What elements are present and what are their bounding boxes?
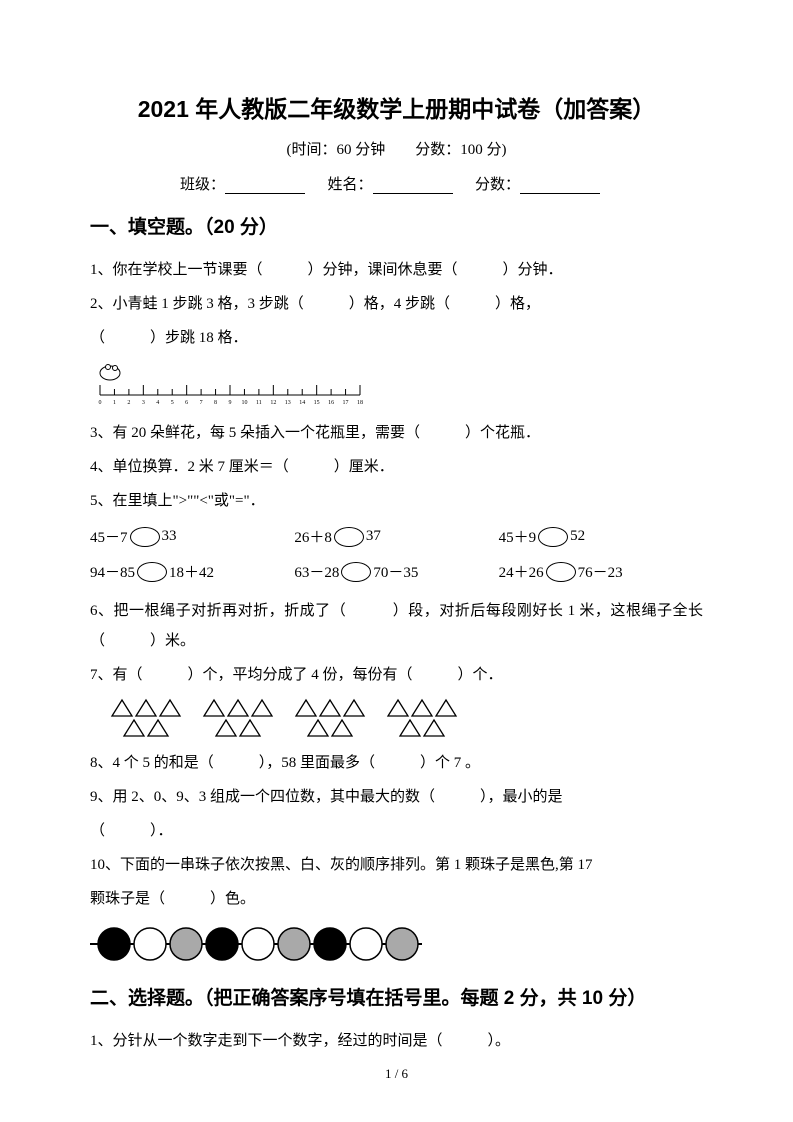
q5-cell: 63－28 70－35 — [294, 561, 498, 582]
q5-cell: 26＋8 37 — [294, 526, 498, 547]
svg-text:11: 11 — [256, 400, 262, 405]
triangle-group — [110, 698, 182, 738]
svg-text:15: 15 — [314, 400, 320, 405]
svg-text:10: 10 — [241, 400, 247, 405]
q4: 4、单位换算．2 米 7 厘米＝（ ）厘米． — [90, 452, 703, 482]
class-label: 班级： — [180, 177, 225, 193]
q2b: （ ）步跳 18 格． — [90, 323, 703, 353]
ruler-figure: 0123456789101112131415161718 — [90, 359, 703, 410]
svg-text:9: 9 — [229, 400, 232, 405]
svg-text:14: 14 — [299, 400, 305, 405]
q2a: 2、小青蛙 1 步跳 3 格，3 步跳（ ）格，4 步跳（ ）格， — [90, 289, 703, 319]
q5-left: 94－85 — [90, 561, 135, 582]
svg-text:18: 18 — [357, 400, 363, 405]
q10b: 颗珠子是（ ）色。 — [90, 884, 703, 914]
q5: 5、在里填上">""<"或"="． — [90, 486, 703, 516]
compare-oval — [538, 527, 568, 547]
compare-oval — [334, 527, 364, 547]
q5-left: 26＋8 — [294, 526, 332, 547]
score-label: 分数： — [475, 177, 520, 193]
name-label: 姓名： — [328, 177, 373, 193]
triangles-figure — [110, 698, 703, 738]
q5-cell: 45＋9 52 — [499, 526, 703, 547]
triangle-group — [294, 698, 366, 738]
q5-left: 63－28 — [294, 561, 339, 582]
svg-text:5: 5 — [171, 400, 174, 405]
q6: 6、把一根绳子对折再对折，折成了（ ）段，对折后每段刚好长 1 米，这根绳子全长… — [90, 596, 703, 656]
class-blank — [225, 178, 305, 194]
name-blank — [373, 178, 453, 194]
triangle-group — [386, 698, 458, 738]
compare-oval — [341, 562, 371, 582]
q5-right: 70－35 — [373, 561, 418, 582]
q9b: （ ）． — [90, 816, 703, 846]
q5-cell: 24＋26 76－23 — [499, 561, 703, 582]
q1: 1、你在学校上一节课要（ ）分钟，课间休息要（ ）分钟． — [90, 255, 703, 285]
exam-title: 2021 年人教版二年级数学上册期中试卷（加答案） — [90, 90, 703, 124]
section2-heading: 二、选择题。（把正确答案序号填在括号里。每题 2 分，共 10 分） — [90, 983, 703, 1010]
q5-right: 37 — [366, 528, 381, 545]
svg-text:1: 1 — [113, 400, 116, 405]
q7: 7、有（ ）个，平均分成了 4 份，每份有（ ）个． — [90, 660, 703, 690]
q3: 3、有 20 朵鲜花，每 5 朵插入一个花瓶里，需要（ ）个花瓶． — [90, 418, 703, 448]
q5-rows: 45－7 33 26＋8 37 45＋9 52 94－85 18＋42 63－28 70－35 24… — [90, 526, 703, 582]
triangle-group — [202, 698, 274, 738]
q5-row: 45－7 33 26＋8 37 45＋9 52 — [90, 526, 703, 547]
q10a: 10、下面的一串珠子依次按黑、白、灰的顺序排列。第 1 颗珠子是黑色,第 17 — [90, 850, 703, 880]
svg-text:16: 16 — [328, 400, 334, 405]
page-footer: 1 / 6 — [0, 1066, 793, 1082]
svg-text:17: 17 — [343, 400, 349, 405]
q5-row: 94－85 18＋42 63－28 70－35 24＋26 76－23 — [90, 561, 703, 582]
s2q1: 1、分针从一个数字走到下一个数字，经过的时间是（ ）。 — [90, 1026, 703, 1056]
q5-right: 33 — [162, 528, 177, 545]
section1-heading: 一、填空题。（20 分） — [90, 212, 703, 239]
svg-text:12: 12 — [270, 400, 276, 405]
compare-oval — [130, 527, 160, 547]
q5-left: 24＋26 — [499, 561, 544, 582]
svg-text:2: 2 — [127, 400, 130, 405]
info-line: 班级： 姓名： 分数： — [90, 173, 703, 194]
q5-right: 76－23 — [578, 561, 623, 582]
beads-svg — [90, 924, 426, 964]
svg-text:0: 0 — [99, 400, 102, 405]
compare-oval — [546, 562, 576, 582]
score-blank — [520, 178, 600, 194]
q9a: 9、用 2、0、9、3 组成一个四位数，其中最大的数（ ），最小的是 — [90, 782, 703, 812]
beads-figure — [90, 924, 703, 969]
ruler-svg: 0123456789101112131415161718 — [90, 359, 370, 405]
svg-text:13: 13 — [285, 400, 291, 405]
exam-subtitle: (时间：60 分钟 分数：100 分) — [90, 138, 703, 159]
page: 2021 年人教版二年级数学上册期中试卷（加答案） (时间：60 分钟 分数：1… — [0, 0, 793, 1122]
svg-text:8: 8 — [214, 400, 217, 405]
svg-text:6: 6 — [185, 400, 188, 405]
q5-right: 52 — [570, 528, 585, 545]
q5-left: 45＋9 — [499, 526, 537, 547]
svg-text:3: 3 — [142, 400, 145, 405]
q8: 8、4 个 5 的和是（ ），58 里面最多（ ）个 7 。 — [90, 748, 703, 778]
q5-cell: 45－7 33 — [90, 526, 294, 547]
compare-oval — [137, 562, 167, 582]
q5-right: 18＋42 — [169, 561, 214, 582]
svg-text:4: 4 — [156, 400, 159, 405]
q5-left: 45－7 — [90, 526, 128, 547]
svg-text:7: 7 — [200, 400, 203, 405]
q5-cell: 94－85 18＋42 — [90, 561, 294, 582]
